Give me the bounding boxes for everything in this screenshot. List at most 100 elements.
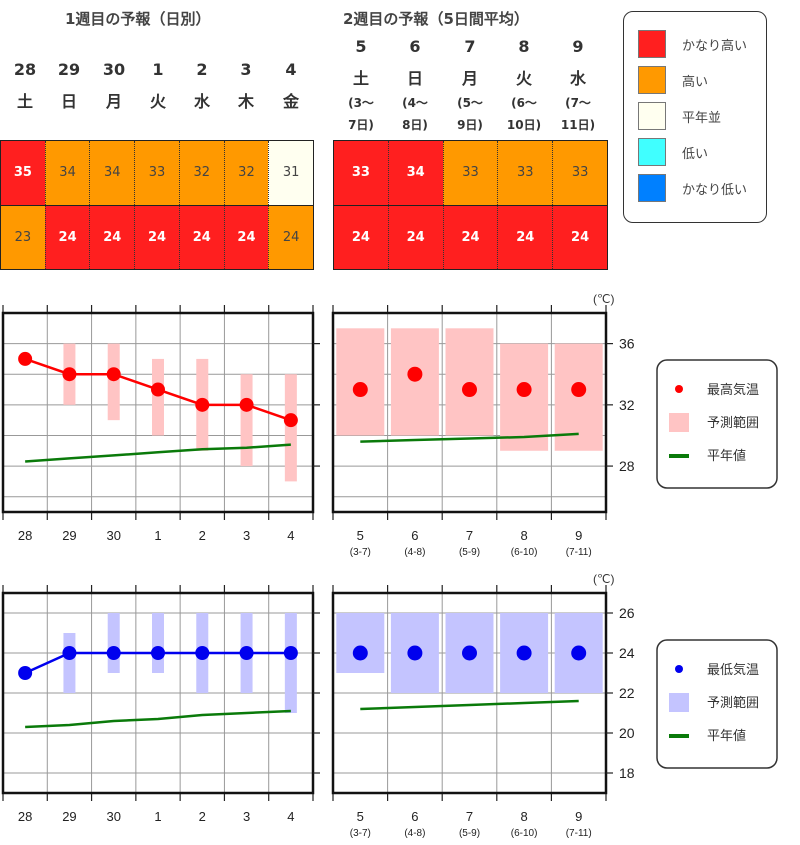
y-tick-label: 36 (619, 336, 635, 352)
x-sub-label: (4-8) (404, 547, 425, 558)
x-sub-label: (4-8) (404, 828, 425, 839)
x-tick-label: 30 (106, 528, 120, 543)
day-weekday: 金 (282, 92, 299, 111)
forecast-point (195, 397, 210, 412)
legend-label: 平年値 (707, 448, 746, 463)
max-temp-row: 33 34 33 33 33 (334, 141, 607, 205)
x-tick-label: 8 (520, 528, 527, 543)
period-weekday: 土 (352, 69, 369, 88)
x-tick-label: 1 (154, 528, 161, 543)
x-tick-label: 28 (18, 809, 32, 824)
min-temp-cell: 24 (223, 205, 269, 269)
max-temp-cell: 35 (1, 141, 45, 205)
period-range-end: 10日) (506, 118, 542, 132)
period-date: 9 (572, 37, 584, 56)
x-tick-label: 5 (357, 528, 364, 543)
forecast-range-bar (107, 343, 120, 421)
daily-panel: 28 29 30 1 2 3 4 (1, 585, 315, 824)
max-temp-cell: 34 (387, 141, 443, 205)
normal-line (360, 699, 579, 711)
forecast-range-bar (284, 374, 297, 482)
forecast-range-bar (107, 613, 120, 673)
forecast-point (407, 645, 423, 661)
x-tick-label: 4 (287, 528, 294, 543)
period-range-end: 8日) (402, 118, 428, 132)
week2-table: 33 34 33 33 33 24 24 24 24 24 (333, 140, 608, 270)
x-sub-label: (6-10) (511, 547, 538, 558)
forecast-point (18, 351, 33, 366)
y-tick-label: 32 (619, 397, 635, 413)
min-temp-cell: 23 (1, 205, 45, 269)
min-temp-cell: 24 (89, 205, 135, 269)
x-tick-label: 3 (243, 809, 250, 824)
y-tick-label: 20 (619, 725, 635, 741)
week1-table: 35 34 34 33 32 32 31 23 24 24 24 24 24 24 (0, 140, 314, 270)
day-weekday: 日 (60, 92, 77, 111)
x-sub-label: (7-11) (566, 547, 592, 558)
x-sub-label: (3-7) (350, 828, 371, 839)
period-range-end: 9日) (457, 118, 483, 132)
legend-label: かなり高い (682, 38, 748, 54)
unit-label: (℃) (593, 292, 614, 306)
forecast-point (571, 645, 587, 661)
day-date: 2 (196, 60, 208, 79)
forecast-point (151, 646, 165, 660)
forecast-point (18, 666, 33, 680)
forecast-point (283, 413, 298, 428)
period-range-start: (3～ (348, 96, 374, 110)
day-date: 1 (152, 60, 164, 79)
period-weekday: 日 (406, 69, 423, 88)
min-temp-chart: 28 29 30 1 2 3 4 5 6 7 8 9 (3-7) (4-8) (5-9) (6-10) (7-1… (1, 572, 778, 839)
class-legend: かなり高い 高い 平年並 低い かなり低い (623, 11, 767, 223)
week2-title: 2週目の予報（5日間平均） (343, 10, 529, 28)
min-temp-cell: 24 (552, 205, 607, 269)
x-tick-label: 30 (106, 809, 120, 824)
legend-label: 予測範囲 (707, 695, 759, 710)
legend-swatch (638, 30, 666, 58)
day-date: 30 (102, 60, 126, 79)
day-weekday: 火 (149, 92, 166, 111)
period-range-end: 7日) (348, 118, 374, 132)
forecast-range-bar (284, 613, 297, 713)
y-tick-label: 28 (619, 458, 635, 474)
min-temp-cell: 24 (44, 205, 90, 269)
y-tick-label: 22 (619, 685, 635, 701)
legend-label: かなり低い (682, 182, 748, 198)
min-temp-row: 24 24 24 24 24 (334, 204, 607, 269)
max-temp-cell: 33 (552, 141, 607, 205)
x-tick-label: 4 (287, 809, 294, 824)
x-sub-label: (5-9) (459, 547, 480, 558)
y-tick-label: 24 (619, 645, 635, 661)
y-tick-label: 18 (619, 765, 635, 781)
forecast-range-bar (152, 613, 164, 673)
legend-label: 予測範囲 (707, 415, 759, 430)
weekly-panel: 5 6 7 8 9 (3-7) (4-8) (5-9) (6-10) (7-11) 18 20 22 24… (313, 572, 635, 839)
forecast-point (239, 397, 254, 412)
period-range-start: (7～ (565, 96, 591, 110)
day-weekday: 水 (193, 92, 210, 111)
period-date: 8 (518, 37, 530, 56)
period-date: 5 (355, 37, 367, 56)
forecast-point (106, 646, 121, 660)
forecast-range-bar (152, 358, 164, 436)
period-weekday: 火 (515, 69, 532, 88)
day-weekday: 木 (237, 92, 254, 111)
legend-label: 平年値 (707, 728, 746, 743)
legend-item: かなり高い (638, 29, 747, 59)
point-legend-icon (675, 665, 683, 673)
min-temp-cell: 24 (268, 205, 314, 269)
period-range-start: (4～ (402, 96, 428, 110)
max-temp-cell: 32 (178, 141, 224, 205)
x-tick-label: 7 (466, 528, 473, 543)
period-weekday: 月 (461, 69, 478, 88)
forecast-point (106, 367, 121, 382)
min-temp-cell: 24 (387, 205, 443, 269)
legend-item: かなり低い (638, 173, 747, 203)
x-tick-label: 28 (18, 528, 32, 543)
max-temp-cell: 33 (497, 141, 553, 205)
period-date: 7 (464, 37, 476, 56)
min-temp-cell: 24 (134, 205, 179, 269)
range-legend-icon (669, 693, 689, 712)
forecast-point (239, 646, 254, 660)
